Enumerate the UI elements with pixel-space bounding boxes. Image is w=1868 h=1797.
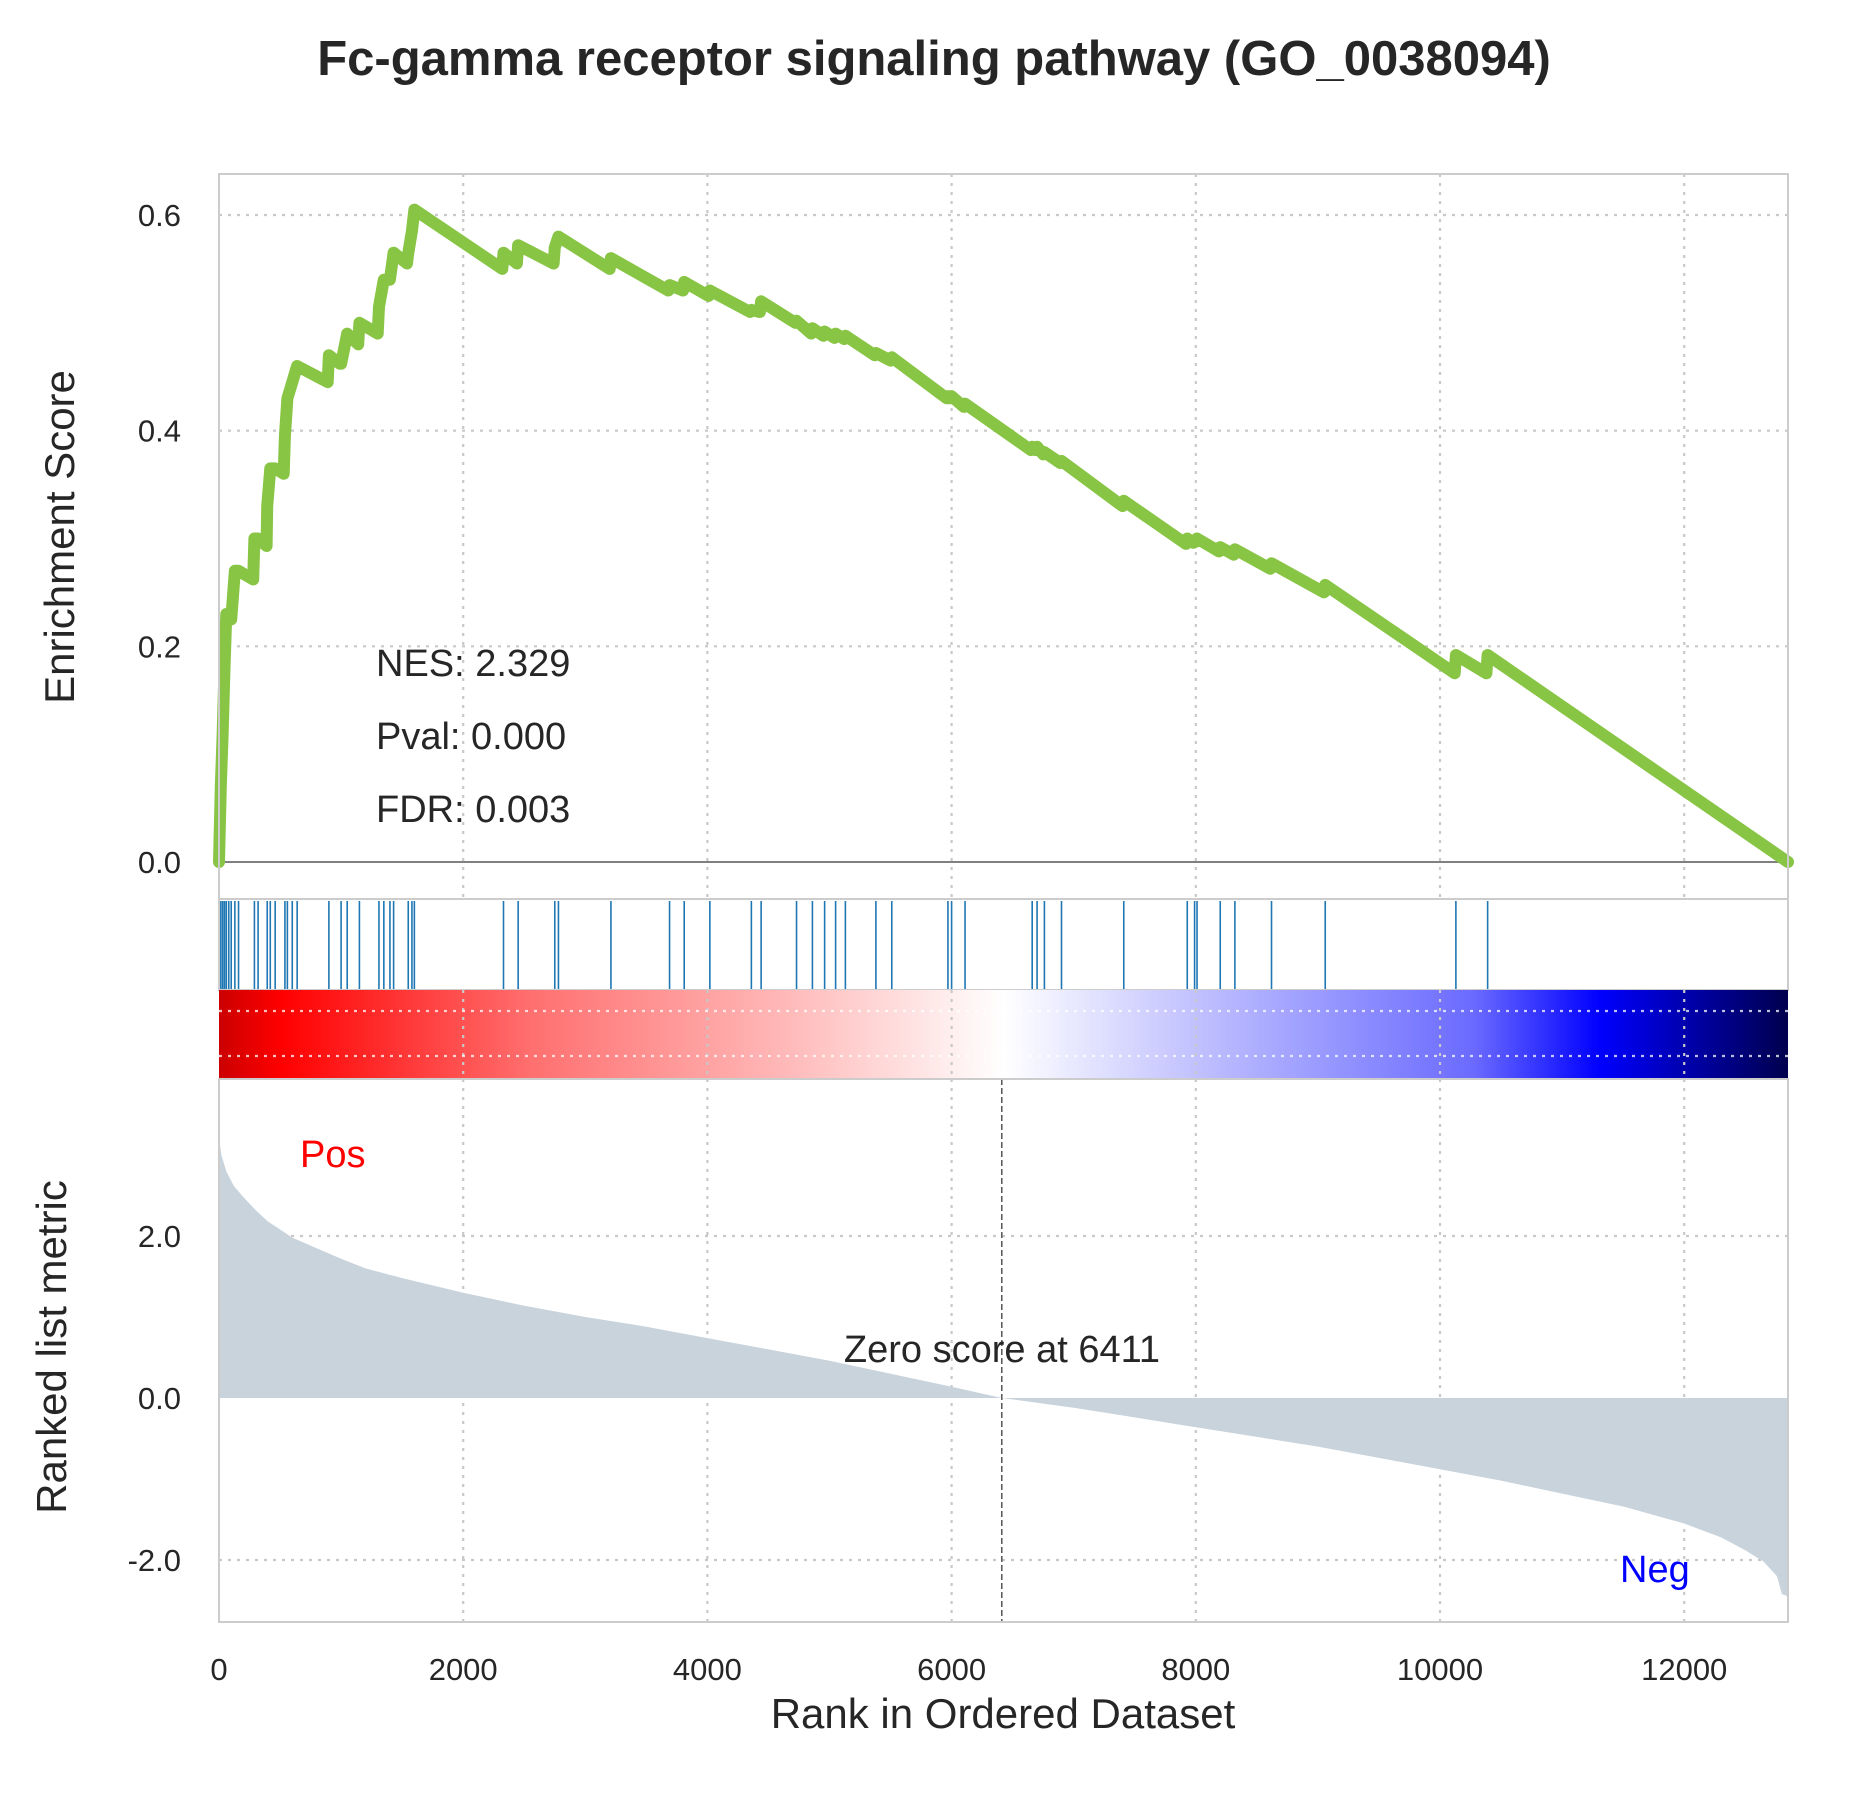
neg-label: Neg xyxy=(1620,1549,1690,1591)
x-tick-label: 6000 xyxy=(917,1652,986,1687)
metric-tick-label: -2.0 xyxy=(128,1543,181,1578)
x-axis-label: Rank in Ordered Dataset xyxy=(771,1690,1236,1737)
x-tick-label: 4000 xyxy=(673,1652,742,1687)
hits xyxy=(220,901,1489,990)
es-tick-label: 0.0 xyxy=(138,845,181,880)
x-tick-label: 8000 xyxy=(1161,1652,1230,1687)
x-tick-label: 2000 xyxy=(429,1652,498,1687)
zero-score-label: Zero score at 6411 xyxy=(844,1329,1160,1371)
x-ticks: 0 2000 4000 6000 8000 10000 12000 xyxy=(210,1652,1727,1687)
hit-panel-frame xyxy=(218,898,1789,991)
x-tick-label: 10000 xyxy=(1397,1652,1483,1687)
stat-fdr: FDR: 0.003 xyxy=(376,789,570,831)
es-line xyxy=(213,203,1794,868)
pos-label: Pos xyxy=(300,1134,365,1176)
es-tick-label: 0.2 xyxy=(138,629,181,664)
metric-ylabel: Ranked list metric xyxy=(28,1180,75,1514)
x-tick-label: 12000 xyxy=(1641,1652,1727,1687)
metric-tick-label: 0.0 xyxy=(138,1381,181,1416)
bar-grid xyxy=(219,990,1788,1079)
rank-color-bar xyxy=(219,990,1788,1079)
es-tick-label: 0.4 xyxy=(138,414,181,449)
x-tick-label: 0 xyxy=(210,1652,227,1687)
stat-nes: NES: 2.329 xyxy=(376,643,570,685)
metric-tick-label: 2.0 xyxy=(138,1219,181,1254)
es-ticks: 0.0 0.2 0.4 0.6 xyxy=(138,198,181,880)
metric-panel: -2.0 0.0 2.0 Zero score at 6411 Pos Neg Ra… xyxy=(28,1078,1789,1623)
hit-panel xyxy=(218,898,1789,991)
chart-title: Fc-gamma receptor signaling pathway (GO_… xyxy=(317,32,1551,86)
stat-pval: Pval: 0.000 xyxy=(376,716,566,758)
metric-area xyxy=(219,1138,1788,1597)
metric-panel-frame xyxy=(218,1078,1789,1623)
metric-ticks: -2.0 0.0 2.0 xyxy=(128,1219,181,1578)
es-ylabel: Enrichment Score xyxy=(36,370,83,704)
rank-gradient xyxy=(219,990,1788,1079)
es-panel: 0.0 0.2 0.4 0.6 NES: 2.329 Pval: 0.000 FDR:… xyxy=(36,173,1794,900)
es-tick-label: 0.6 xyxy=(138,198,181,233)
